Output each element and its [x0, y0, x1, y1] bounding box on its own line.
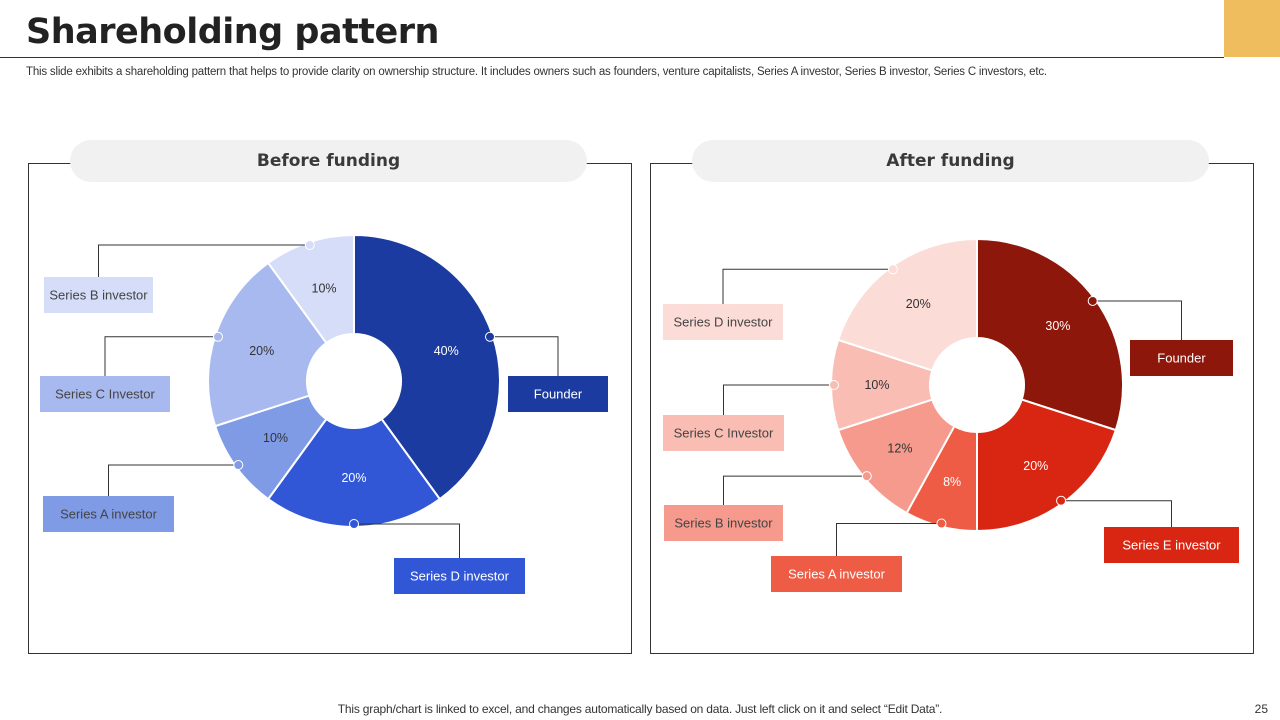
after-marker-series-e-investor: [1056, 495, 1067, 506]
after-slice-founder[interactable]: [976, 237, 1124, 432]
after-legend-label-series-b-investor: Series B investor: [674, 516, 773, 531]
after-connector-series-b-investor: [723, 475, 867, 505]
before-connector-founder: [490, 336, 559, 376]
after-marker-series-a-investor: [936, 518, 947, 529]
after-connector-series-a-investor: [836, 523, 942, 556]
after-value-label-series-a-investor: 8%: [943, 475, 961, 489]
before-legend-box-founder: [508, 376, 608, 412]
after-legend-label-series-c-investor: Series C Investor: [674, 426, 774, 441]
before-legend-box-series-b-investor: [44, 277, 153, 313]
after-marker-series-b-investor: [861, 471, 872, 482]
after-legend-box-founder: [1130, 340, 1233, 376]
before-funding-donut: 40% Founder 20% Series D investor 10% Series …: [40, 233, 608, 594]
after-value-label-founder: 30%: [1045, 319, 1070, 333]
before-legend-box-series-a-investor: [43, 496, 174, 532]
title-divider: [0, 57, 1224, 58]
after-legend-label-series-e-investor: Series E investor: [1122, 538, 1221, 553]
before-slice-series-b-investor[interactable]: [266, 233, 355, 345]
before-connector-series-c-investor: [104, 336, 218, 376]
after-value-label-series-e-investor: 20%: [1023, 459, 1048, 473]
after-connector-series-c-investor: [723, 384, 834, 415]
before-legend-label-series-a-investor: Series A investor: [60, 507, 157, 522]
before-connector-series-b-investor: [98, 244, 310, 277]
before-value-label-series-b-investor: 10%: [312, 282, 337, 296]
before-slice-series-d-investor[interactable]: [266, 417, 442, 528]
after-value-label-series-c-investor: 10%: [864, 378, 889, 392]
before-legend-label-series-c-investor: Series C Investor: [55, 387, 155, 402]
before-marker-series-b-investor: [304, 239, 315, 250]
before-funding-chart-title: Before funding: [70, 140, 587, 182]
after-legend-box-series-b-investor: [664, 505, 783, 541]
slide-description: This slide exhibits a shareholding patte…: [26, 66, 1047, 78]
after-legend-box-series-a-investor: [771, 556, 902, 592]
before-legend-box-series-c-investor: [40, 376, 170, 412]
after-legend-label-series-a-investor: Series A investor: [788, 567, 885, 582]
after-legend-label-series-d-investor: Series D investor: [674, 315, 774, 330]
after-funding-donut: 30% Founder 20% Series E investor 8% Series A…: [663, 237, 1239, 592]
after-legend-label-founder: Founder: [1157, 351, 1206, 366]
page-number: 25: [1254, 702, 1268, 716]
before-marker-series-d-investor: [349, 519, 359, 529]
after-connector-series-e-investor: [1061, 500, 1172, 527]
page-title: Shareholding pattern: [26, 12, 439, 52]
after-value-label-series-b-investor: 12%: [887, 442, 912, 456]
before-value-label-series-c-investor: 20%: [249, 344, 274, 358]
before-value-label-series-d-investor: 20%: [341, 471, 366, 485]
after-slice-series-e-investor[interactable]: [976, 398, 1118, 533]
before-legend-label-series-d-investor: Series D investor: [410, 569, 510, 584]
after-marker-series-d-investor: [887, 264, 898, 275]
after-funding-chart-title: After funding: [692, 140, 1209, 182]
before-value-label-founder: 40%: [434, 344, 459, 358]
before-marker-founder: [485, 331, 496, 342]
after-marker-founder: [1087, 295, 1098, 306]
before-value-label-series-a-investor: 10%: [263, 431, 288, 445]
before-legend-label-founder: Founder: [534, 387, 583, 402]
before-marker-series-a-investor: [233, 460, 244, 471]
after-legend-box-series-e-investor: [1104, 527, 1239, 563]
before-slice-founder[interactable]: [353, 233, 501, 501]
accent-corner-block: [1224, 0, 1280, 57]
before-legend-box-series-d-investor: [394, 558, 525, 594]
after-slice-series-d-investor[interactable]: [836, 237, 978, 372]
after-connector-series-d-investor: [722, 268, 893, 304]
before-connector-series-a-investor: [108, 464, 239, 496]
before-connector-series-d-investor: [354, 523, 460, 558]
before-marker-series-c-investor: [212, 331, 223, 342]
after-marker-series-c-investor: [829, 380, 839, 390]
after-value-label-series-d-investor: 20%: [906, 297, 931, 311]
after-connector-founder: [1092, 300, 1182, 340]
before-legend-label-series-b-investor: Series B investor: [49, 288, 148, 303]
after-legend-box-series-d-investor: [663, 304, 783, 340]
footer-note: This graph/chart is linked to excel, and…: [337, 702, 943, 716]
after-legend-box-series-c-investor: [663, 415, 784, 451]
